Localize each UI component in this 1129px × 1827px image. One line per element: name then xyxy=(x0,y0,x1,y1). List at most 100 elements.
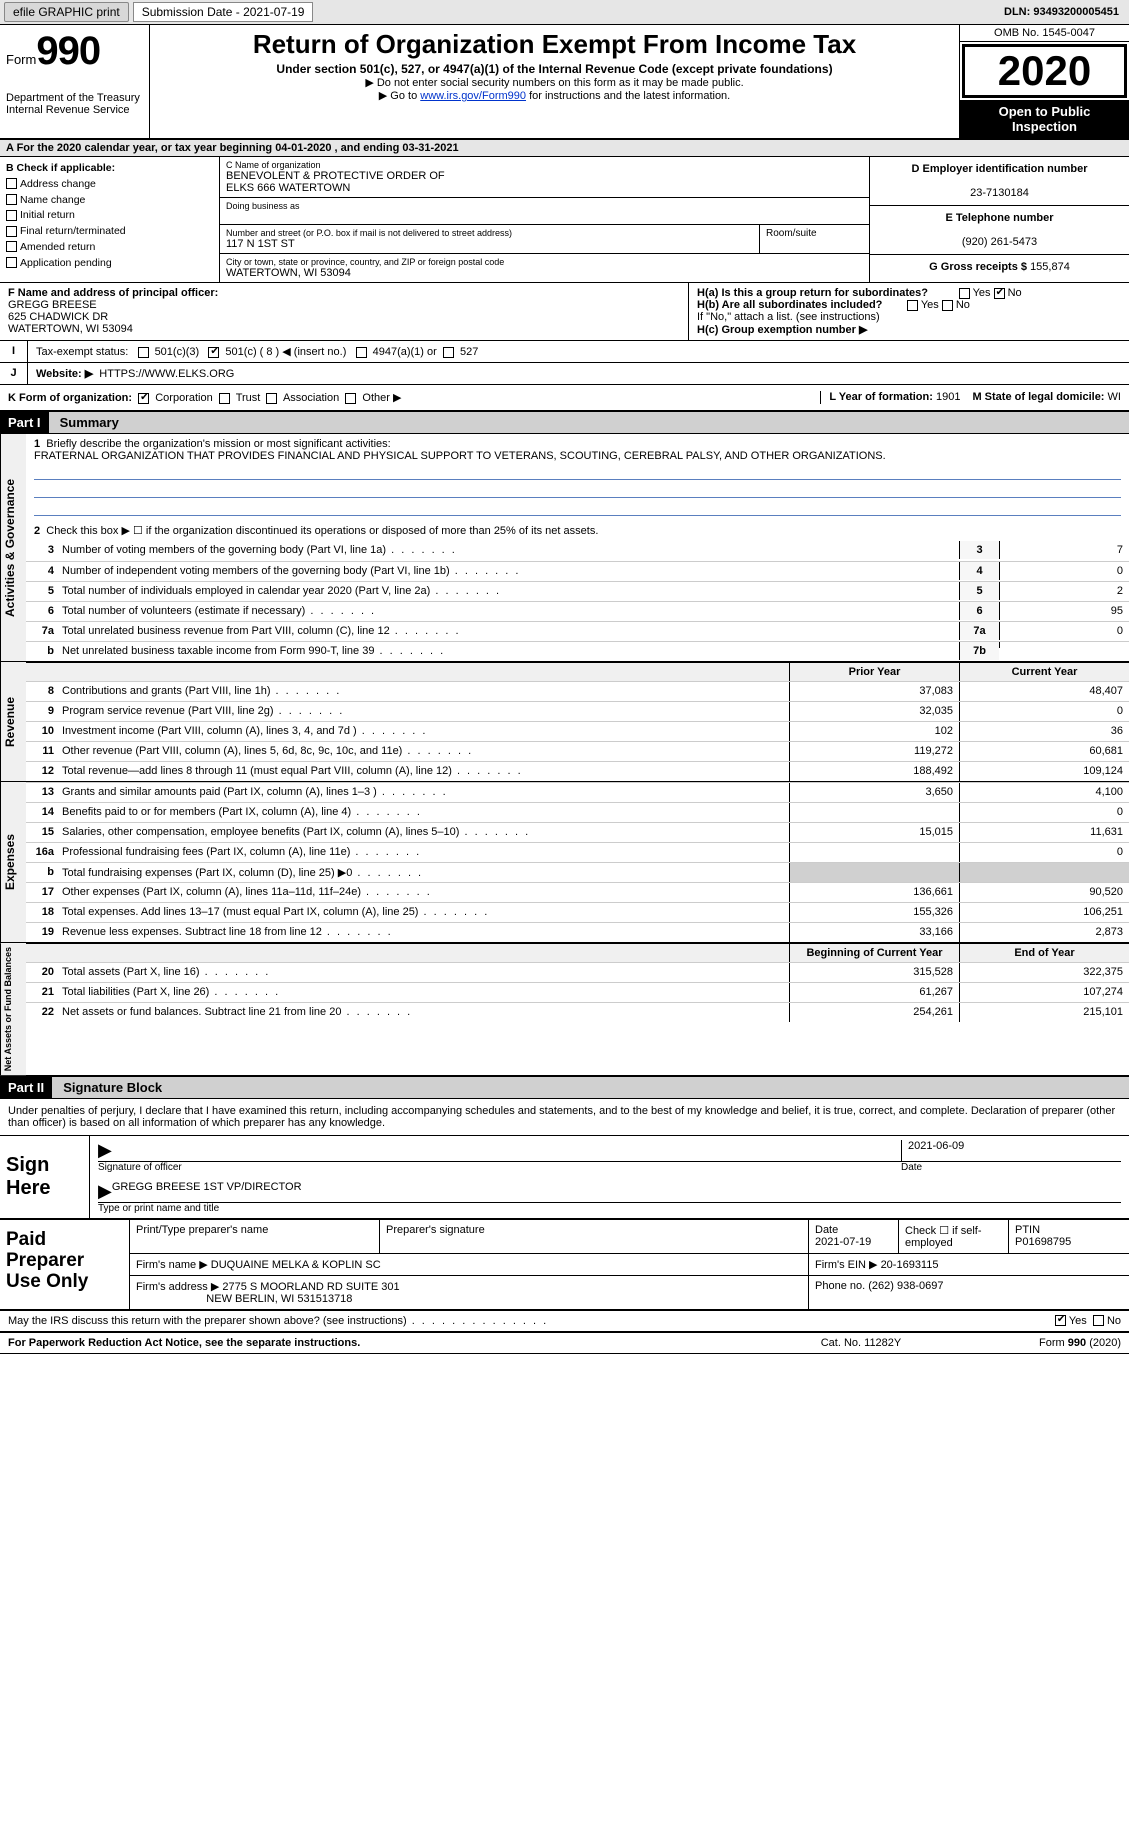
paid-preparer-row: Paid Preparer Use Only Print/Type prepar… xyxy=(0,1220,1129,1311)
irs-link[interactable]: www.irs.gov/Form990 xyxy=(420,90,526,102)
hb-yes[interactable] xyxy=(907,300,918,311)
phone-label: E Telephone number xyxy=(946,212,1054,224)
dln: DLN: 93493200005451 xyxy=(1004,6,1125,18)
gov-line-b: bNet unrelated business taxable income f… xyxy=(26,641,1129,661)
gov-line-4: 4Number of independent voting members of… xyxy=(26,561,1129,581)
chk-final-return[interactable]: Final return/terminated xyxy=(6,224,213,240)
instruction-line-2: ▶ Go to www.irs.gov/Form990 for instruct… xyxy=(158,89,951,102)
tax-exempt-label: Tax-exempt status: xyxy=(36,346,128,358)
chk-527[interactable] xyxy=(443,347,454,358)
declaration: Under penalties of perjury, I declare th… xyxy=(0,1099,1129,1136)
website-value: HTTPS://WWW.ELKS.ORG xyxy=(99,368,234,380)
efile-print-button[interactable]: efile GRAPHIC print xyxy=(4,2,129,22)
line-18: 18Total expenses. Add lines 13–17 (must … xyxy=(26,902,1129,922)
line-11: 11Other revenue (Part VIII, column (A), … xyxy=(26,741,1129,761)
irs-label: Internal Revenue Service xyxy=(6,104,143,116)
city-label: City or town, state or province, country… xyxy=(226,257,863,267)
hc-label: H(c) Group exemption number ▶ xyxy=(697,324,867,336)
header-left: Form990 Department of the Treasury Inter… xyxy=(0,25,150,138)
j-label: J xyxy=(0,363,28,384)
chk-application-pending[interactable]: Application pending xyxy=(6,256,213,272)
chk-4947[interactable] xyxy=(356,347,367,358)
form-title: Return of Organization Exempt From Incom… xyxy=(158,29,951,60)
info-block: B Check if applicable: Address change Na… xyxy=(0,157,1129,283)
chk-address-change[interactable]: Address change xyxy=(6,177,213,193)
gross-receipts-value: 155,874 xyxy=(1030,261,1070,273)
gov-line-6: 6Total number of volunteers (estimate if… xyxy=(26,601,1129,621)
chk-initial-return[interactable]: Initial return xyxy=(6,208,213,224)
row-f-h: F Name and address of principal officer:… xyxy=(0,283,1129,341)
line-22: 22Net assets or fund balances. Subtract … xyxy=(26,1002,1129,1022)
discuss-row: May the IRS discuss this return with the… xyxy=(0,1311,1129,1333)
addr-label: Number and street (or P.O. box if mail i… xyxy=(226,228,753,238)
line-1-mission: 1 Briefly describe the organization's mi… xyxy=(26,434,1129,520)
chk-trust[interactable] xyxy=(219,393,230,404)
row-k-l-m: K Form of organization: Corporation Trus… xyxy=(0,385,1129,411)
room-suite-label: Room/suite xyxy=(759,225,869,253)
discuss-no[interactable] xyxy=(1093,1315,1104,1326)
box-f: F Name and address of principal officer:… xyxy=(0,283,689,340)
line-13: 13Grants and similar amounts paid (Part … xyxy=(26,782,1129,802)
paid-preparer-label: Paid Preparer Use Only xyxy=(0,1220,130,1309)
cat-no: Cat. No. 11282Y xyxy=(761,1337,961,1349)
line-10: 10Investment income (Part VIII, column (… xyxy=(26,721,1129,741)
line-21: 21Total liabilities (Part X, line 26)61,… xyxy=(26,982,1129,1002)
mission-text: FRATERNAL ORGANIZATION THAT PROVIDES FIN… xyxy=(34,450,886,462)
vtab-net-assets: Net Assets or Fund Balances xyxy=(0,943,26,1075)
box-h: H(a) Is this a group return for subordin… xyxy=(689,283,1129,340)
l-label: L Year of formation: xyxy=(829,391,933,403)
discuss-yes[interactable] xyxy=(1055,1315,1066,1326)
line-19: 19Revenue less expenses. Subtract line 1… xyxy=(26,922,1129,942)
pra-notice: For Paperwork Reduction Act Notice, see … xyxy=(8,1337,761,1349)
m-label: M State of legal domicile: xyxy=(972,391,1104,403)
part-i-title: Summary xyxy=(52,412,127,433)
sig-arrow-icon: ▶ xyxy=(98,1140,112,1161)
gov-line-5: 5Total number of individuals employed in… xyxy=(26,581,1129,601)
i-label: I xyxy=(0,341,28,362)
form-header: Form990 Department of the Treasury Inter… xyxy=(0,25,1129,140)
ha-label: H(a) Is this a group return for subordin… xyxy=(697,287,928,299)
ha-no[interactable] xyxy=(994,288,1005,299)
form-prefix: Form xyxy=(6,52,36,67)
m-value: WI xyxy=(1108,391,1121,403)
prep-ptin: PTINP01698795 xyxy=(1009,1220,1129,1253)
chk-association[interactable] xyxy=(266,393,277,404)
firm-addr1: 2775 S MOORLAND RD SUITE 301 xyxy=(222,1281,399,1293)
instruction-line-1: ▶ Do not enter social security numbers o… xyxy=(158,76,951,89)
sig-date: 2021-06-09 xyxy=(901,1140,1121,1161)
line-17: 17Other expenses (Part IX, column (A), l… xyxy=(26,882,1129,902)
hb-note: If "No," attach a list. (see instruction… xyxy=(697,311,1121,323)
chk-corporation[interactable] xyxy=(138,393,149,404)
phone-value: (920) 261-5473 xyxy=(962,236,1037,248)
hb-no[interactable] xyxy=(942,300,953,311)
chk-name-change[interactable]: Name change xyxy=(6,193,213,209)
officer-addr1: 625 CHADWICK DR xyxy=(8,311,108,323)
line-8: 8Contributions and grants (Part VIII, li… xyxy=(26,681,1129,701)
line-20: 20Total assets (Part X, line 16)315,5283… xyxy=(26,962,1129,982)
officer-print-name: GREGG BREESE 1ST VP/DIRECTOR xyxy=(112,1181,1121,1202)
form-990-footer: Form 990 (2020) xyxy=(961,1337,1121,1349)
sig-arrow-icon-2: ▶ xyxy=(98,1181,112,1202)
section-governance: Activities & Governance 1 Briefly descri… xyxy=(0,434,1129,662)
website-label: Website: ▶ xyxy=(36,368,93,380)
header-mid: Return of Organization Exempt From Incom… xyxy=(150,25,959,138)
chk-amended-return[interactable]: Amended return xyxy=(6,240,213,256)
form-number: 990 xyxy=(36,29,100,73)
rev-col-hdr: Prior Year Current Year xyxy=(26,662,1129,681)
line-16a: 16aProfessional fundraising fees (Part I… xyxy=(26,842,1129,862)
ha-yes[interactable] xyxy=(959,288,970,299)
header-right: OMB No. 1545-0047 2020 Open to PublicIns… xyxy=(959,25,1129,138)
chk-other[interactable] xyxy=(345,393,356,404)
sign-here-label: Sign Here xyxy=(0,1136,90,1218)
row-i: I Tax-exempt status: 501(c)(3) 501(c) ( … xyxy=(0,341,1129,363)
form-subtitle: Under section 501(c), 527, or 4947(a)(1)… xyxy=(158,62,951,76)
line-14: 14Benefits paid to or for members (Part … xyxy=(26,802,1129,822)
firm-phone-label: Phone no. xyxy=(815,1280,865,1292)
vtab-governance: Activities & Governance xyxy=(0,434,26,661)
open-to-public: Open to PublicInspection xyxy=(960,100,1129,138)
dba-label: Doing business as xyxy=(226,201,863,211)
chk-501c3[interactable] xyxy=(138,347,149,358)
chk-501c[interactable] xyxy=(208,347,219,358)
info-right: D Employer identification number 23-7130… xyxy=(869,157,1129,282)
vtab-expenses: Expenses xyxy=(0,782,26,942)
